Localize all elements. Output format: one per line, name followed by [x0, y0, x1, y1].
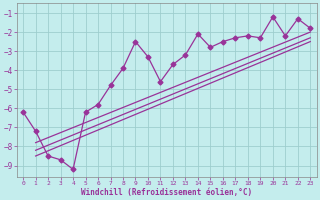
- X-axis label: Windchill (Refroidissement éolien,°C): Windchill (Refroidissement éolien,°C): [81, 188, 252, 197]
